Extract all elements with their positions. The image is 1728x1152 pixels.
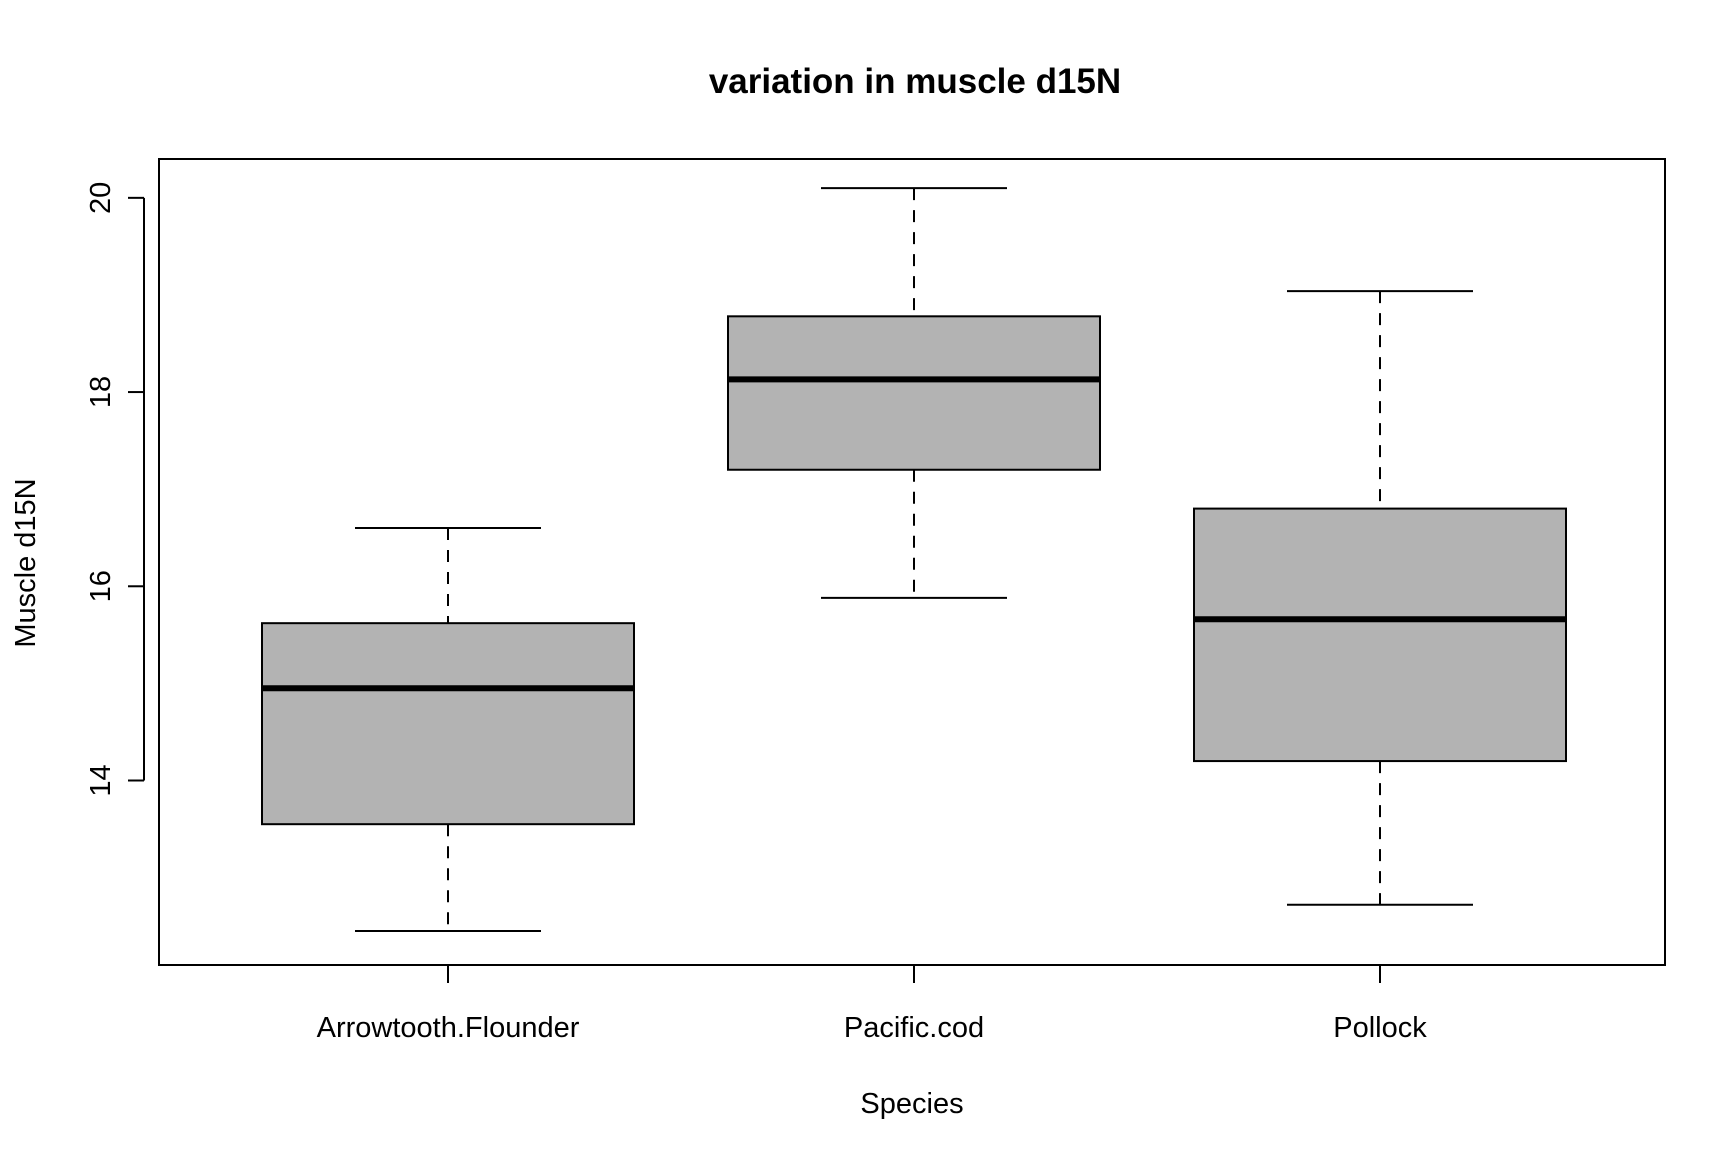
iqr-box: [261, 622, 635, 826]
chart-title: variation in muscle d15N: [709, 62, 1121, 101]
box-arrowtooth-flounder: [261, 527, 635, 933]
iqr-box: [727, 315, 1101, 471]
y-axis-title: Muscle d15N: [10, 478, 42, 647]
y-tick-label: 18: [85, 376, 117, 408]
y-tick-label: 14: [85, 764, 117, 796]
y-tick-label: 20: [85, 182, 117, 214]
box-pollock: [1193, 290, 1567, 906]
x-axis: Arrowtooth.Flounder Pacific.cod Pollock: [317, 965, 1427, 1044]
y-tick-label: 16: [85, 570, 117, 602]
x-axis-title: Species: [860, 1088, 963, 1120]
box-pacific-cod: [727, 187, 1101, 599]
box-series: [261, 187, 1567, 933]
x-tick-label: Pacific.cod: [844, 1012, 984, 1044]
iqr-box: [1193, 507, 1567, 763]
x-tick-label: Arrowtooth.Flounder: [317, 1012, 580, 1044]
plot-frame: [158, 158, 1666, 966]
y-axis: 14 16 18 20: [85, 182, 145, 797]
x-tick-label: Pollock: [1333, 1012, 1427, 1044]
